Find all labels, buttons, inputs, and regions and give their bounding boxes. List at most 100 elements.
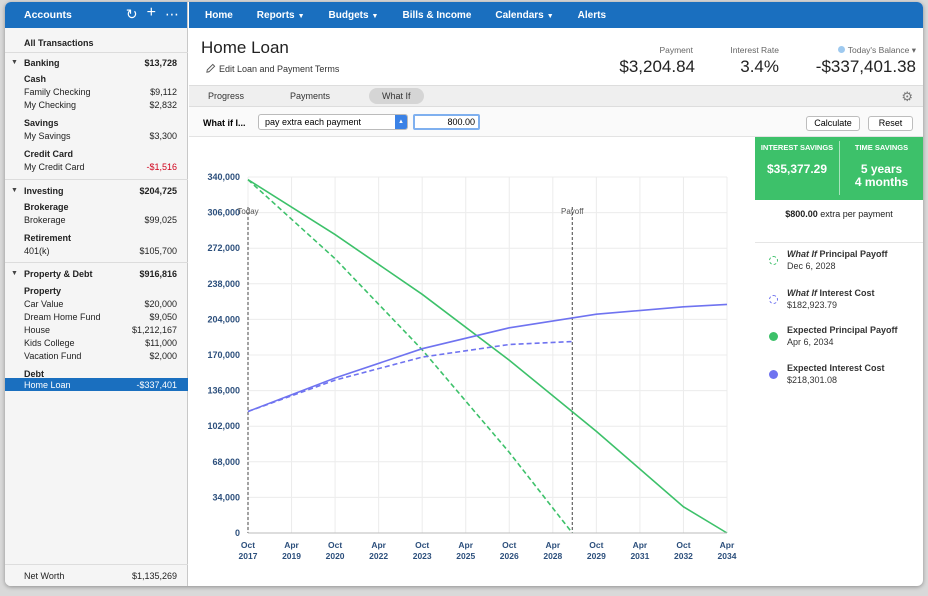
x-tick-label-month: Apr — [545, 540, 560, 550]
extra-payment-input[interactable] — [413, 114, 480, 130]
y-tick-label: 102,000 — [207, 421, 240, 431]
top-nav: Home Reports ▼ Budgets ▼ Bills & Income Ca… — [189, 2, 923, 28]
gear-icon[interactable]: ⚙ — [901, 89, 913, 104]
todays-balance-value: -$337,401.38 — [815, 57, 916, 76]
x-tick-label-month: Oct — [502, 540, 516, 550]
account-401k[interactable]: 401(k) $105,700 — [24, 245, 177, 256]
chart-svg: 0 34,000 68,000 102,000 136,000 170,000 204,00… — [207, 172, 737, 561]
x-tick-label-month: Apr — [720, 540, 735, 550]
chevron-down-icon: ▼ — [297, 12, 305, 20]
account-home-loan[interactable]: Home Loan -$337,401 — [5, 378, 188, 391]
view-tabs: Progress Payments What If ⚙ — [189, 85, 923, 107]
account-car-value[interactable]: Car Value $20,000 — [24, 298, 177, 309]
x-tick-label-year: 2028 — [543, 551, 562, 561]
group-investing[interactable]: ▼ Investing $204,725 — [11, 185, 177, 196]
interest-rate-value: 3.4% — [740, 57, 779, 76]
interest-rate-label: Interest Rate — [730, 45, 779, 55]
legend-expected-principal: Expected Principal Payoff Apr 6, 2034 — [769, 325, 919, 347]
what-if-summary-panel: INTEREST SAVINGS $35,377.29 TIME SAVINGS… — [755, 137, 923, 586]
todays-balance-label[interactable]: Today's Balance ▾ — [804, 45, 916, 56]
sidebar-header: Accounts ↻ + ⋯ — [5, 2, 187, 28]
refresh-icon[interactable]: ↻ — [125, 6, 138, 22]
x-tick-label-month: Oct — [676, 540, 690, 550]
series-line-what-if-principal-payoff — [247, 179, 573, 534]
group-property-debt[interactable]: ▼ Property & Debt $916,816 — [11, 268, 177, 279]
y-tick-label: 68,000 — [212, 457, 240, 467]
account-my-credit-card[interactable]: My Credit Card -$1,516 — [24, 161, 177, 172]
dashed-blue-circle-icon — [769, 295, 778, 304]
green-circle-icon — [769, 332, 778, 341]
x-tick-label-month: Oct — [241, 540, 255, 550]
time-savings-months: 4 months — [854, 175, 909, 189]
payment-label: Payment — [659, 45, 693, 55]
net-worth: Net Worth $1,135,269 — [24, 570, 177, 581]
subgroup-brokerage: Brokerage — [24, 201, 69, 212]
more-icon[interactable]: ⋯ — [165, 6, 179, 22]
y-tick-label: 136,000 — [207, 386, 240, 396]
nav-bills-income[interactable]: Bills & Income — [402, 9, 472, 21]
x-tick-label-month: Apr — [458, 540, 473, 550]
collapse-triangle-icon[interactable]: ▼ — [11, 187, 18, 194]
calculate-button[interactable]: Calculate — [806, 116, 860, 131]
app-window: Accounts ↻ + ⋯ All Transactions ▼ Bankin… — [5, 2, 923, 586]
all-transactions[interactable]: All Transactions — [24, 37, 94, 48]
select-arrows-icon: ▲ — [395, 115, 407, 129]
nav-reports[interactable]: Reports ▼ — [256, 9, 305, 21]
x-tick-label-year: 2019 — [282, 551, 301, 561]
subgroup-debt: Debt — [24, 368, 44, 379]
payment-value: $3,204.84 — [619, 57, 695, 76]
x-tick-label-year: 2034 — [718, 551, 737, 561]
dashed-green-circle-icon — [769, 256, 778, 265]
account-brokerage[interactable]: Brokerage $99,025 — [24, 214, 177, 225]
account-house[interactable]: House $1,212,167 — [24, 324, 177, 335]
x-tick-label-month: Oct — [328, 540, 342, 550]
main-panel: Home Reports ▼ Budgets ▼ Bills & Income Ca… — [189, 2, 923, 586]
add-icon[interactable]: + — [146, 4, 156, 21]
account-kids-college[interactable]: Kids College $11,000 — [24, 337, 177, 348]
subgroup-retirement: Retirement — [24, 232, 72, 243]
y-tick-label: 306,000 — [207, 208, 240, 218]
series-line-what-if-interest-cost — [247, 340, 573, 413]
savings-box: INTEREST SAVINGS $35,377.29 TIME SAVINGS… — [755, 137, 923, 200]
tab-what-if[interactable]: What If — [369, 88, 424, 104]
tab-progress[interactable]: Progress — [208, 91, 245, 101]
account-vacation-fund[interactable]: Vacation Fund $2,000 — [24, 350, 177, 361]
x-tick-label-year: 2029 — [587, 551, 606, 561]
account-dream-home-fund[interactable]: Dream Home Fund $9,050 — [24, 311, 177, 322]
loan-header: Home Loan Edit Loan and Payment Terms Pa… — [189, 28, 923, 85]
info-circle-icon — [837, 46, 845, 53]
subgroup-savings: Savings — [24, 117, 59, 128]
tab-payments[interactable]: Payments — [290, 91, 331, 101]
nav-budgets[interactable]: Budgets ▼ — [328, 9, 379, 21]
extra-per-payment-text: $800.00 extra per payment — [785, 209, 893, 219]
nav-calendars[interactable]: Calendars ▼ — [495, 9, 554, 21]
x-tick-label-year: 2023 — [413, 551, 432, 561]
subgroup-credit-card: Credit Card — [24, 148, 74, 159]
series-line-expected-principal-payoff — [247, 179, 728, 534]
collapse-triangle-icon[interactable]: ▼ — [11, 59, 18, 66]
x-tick-label-month: Oct — [415, 540, 429, 550]
account-family-checking[interactable]: Family Checking $9,112 — [24, 86, 177, 97]
interest-savings-label: INTEREST SAVINGS — [760, 143, 834, 152]
pencil-icon — [206, 63, 216, 73]
y-tick-label: 0 — [235, 528, 240, 538]
x-tick-label-year: 2026 — [500, 551, 519, 561]
y-tick-label: 340,000 — [207, 172, 240, 182]
what-if-scenario-select[interactable]: pay extra each payment ▲ — [258, 114, 408, 130]
legend-expected-interest: Expected Interest Cost $218,301.08 — [769, 363, 919, 385]
net-worth-footer: Net Worth $1,135,269 — [5, 564, 188, 586]
edit-loan-terms-link[interactable]: Edit Loan and Payment Terms — [205, 63, 339, 74]
reset-button[interactable]: Reset — [868, 116, 913, 131]
account-my-checking[interactable]: My Checking $2,832 — [24, 99, 177, 110]
nav-alerts[interactable]: Alerts — [577, 9, 607, 21]
group-banking[interactable]: ▼ Banking $13,728 — [11, 57, 177, 68]
nav-home[interactable]: Home — [205, 9, 233, 21]
collapse-triangle-icon[interactable]: ▼ — [11, 270, 18, 277]
x-tick-label-year: 2032 — [674, 551, 693, 561]
account-my-savings[interactable]: My Savings $3,300 — [24, 130, 177, 141]
x-tick-label-month: Apr — [371, 540, 386, 550]
x-tick-label-year: 2017 — [239, 551, 258, 561]
annotation-label: Today — [237, 207, 258, 216]
x-tick-label-year: 2031 — [630, 551, 649, 561]
what-if-label: What if I... — [203, 118, 246, 128]
